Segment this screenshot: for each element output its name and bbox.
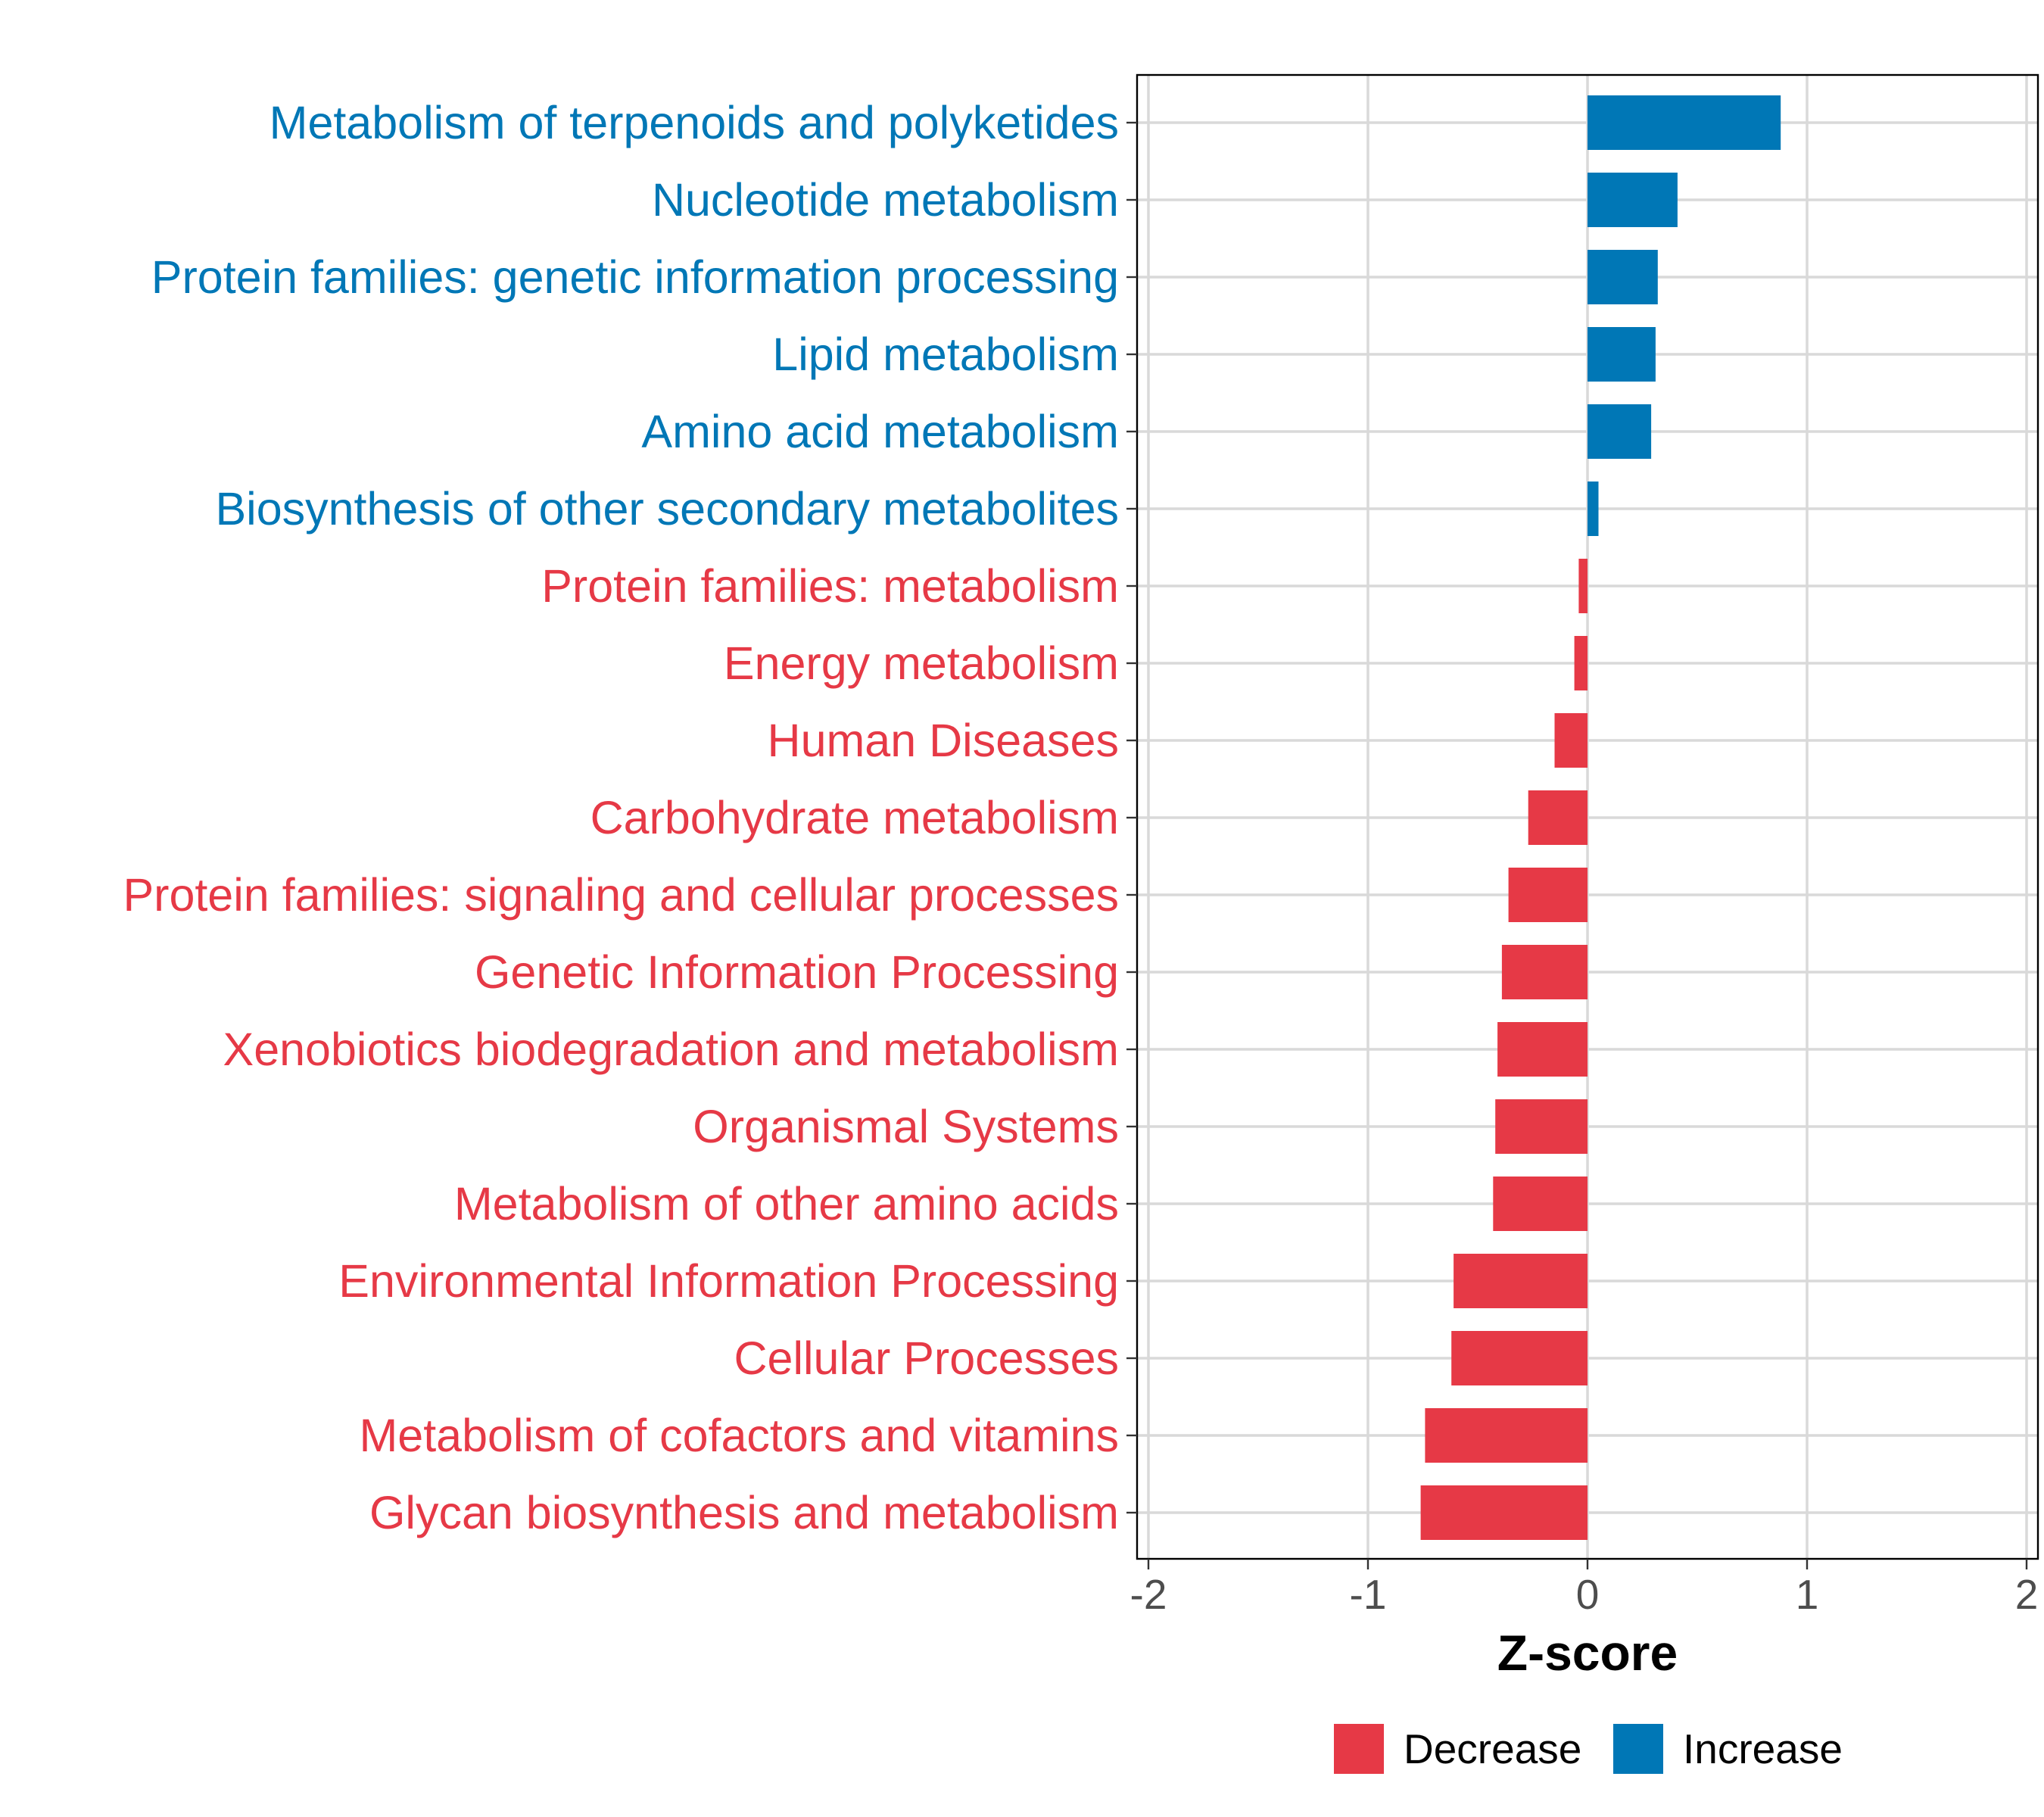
category-label: Lipid metabolism — [772, 329, 1119, 380]
category-label: Protein families: signaling and cellular… — [123, 869, 1119, 921]
category-label: Cellular Processes — [734, 1332, 1119, 1384]
bar — [1508, 868, 1588, 922]
legend-label: Increase — [1683, 1725, 1843, 1772]
x-tick-label: -1 — [1350, 1571, 1387, 1618]
bar — [1495, 1099, 1588, 1154]
bar — [1588, 482, 1599, 536]
bar — [1588, 95, 1781, 150]
category-label: Metabolism of cofactors and vitamins — [359, 1410, 1119, 1461]
category-label: Biosynthesis of other secondary metaboli… — [215, 483, 1119, 535]
category-label: Metabolism of terpenoids and polyketides — [270, 97, 1119, 148]
category-label: Carbohydrate metabolism — [590, 792, 1119, 843]
category-label: Protein families: metabolism — [541, 560, 1119, 612]
x-tick-label: -2 — [1130, 1571, 1167, 1618]
bar — [1454, 1254, 1588, 1308]
legend-swatch — [1613, 1724, 1663, 1774]
x-tick-label: 2 — [2015, 1571, 2039, 1618]
bar — [1578, 559, 1588, 613]
bar — [1425, 1408, 1588, 1463]
bar — [1588, 404, 1652, 459]
category-label: Organismal Systems — [693, 1101, 1119, 1152]
legend-swatch — [1334, 1724, 1384, 1774]
x-axis-ticks: -2 -1 0 1 2 — [1130, 1559, 2039, 1618]
bar — [1554, 713, 1588, 768]
category-label: Human Diseases — [768, 715, 1119, 766]
legend-label: Decrease — [1404, 1725, 1581, 1772]
category-label: Environmental Information Processing — [338, 1255, 1119, 1307]
category-label: Genetic Information Processing — [475, 946, 1119, 998]
category-labels: Metabolism of terpenoids and polyketides… — [123, 97, 1119, 1538]
legend: Decrease Increase — [1334, 1724, 1843, 1774]
bar — [1493, 1177, 1588, 1231]
x-tick-label: 0 — [1576, 1571, 1600, 1618]
category-label: Glycan biosynthesis and metabolism — [369, 1487, 1119, 1538]
bar — [1501, 945, 1588, 999]
category-label: Xenobiotics biodegradation and metabolis… — [223, 1024, 1119, 1075]
category-label: Metabolism of other amino acids — [454, 1178, 1119, 1230]
category-label: Amino acid metabolism — [641, 406, 1119, 457]
category-label: Energy metabolism — [724, 637, 1119, 689]
category-label: Protein families: genetic information pr… — [151, 251, 1119, 303]
bar — [1420, 1485, 1588, 1540]
bars — [1420, 95, 1781, 1540]
category-label: Nucleotide metabolism — [652, 174, 1119, 226]
bar — [1451, 1331, 1588, 1385]
bar — [1588, 173, 1678, 227]
bar — [1528, 790, 1588, 845]
bar — [1574, 636, 1588, 690]
bar — [1588, 250, 1658, 304]
y-axis-ticks — [1126, 121, 1137, 1514]
x-tick-label: 1 — [1796, 1571, 1819, 1618]
bar — [1497, 1022, 1588, 1077]
bar — [1588, 327, 1656, 382]
x-axis-title: Z-score — [1497, 1625, 1678, 1681]
